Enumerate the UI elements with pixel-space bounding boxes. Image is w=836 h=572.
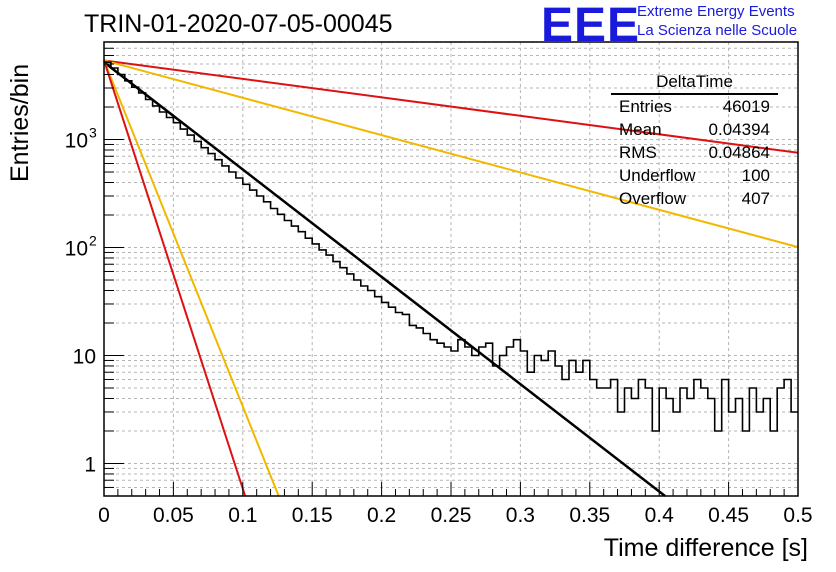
stats-value: 100	[741, 166, 770, 185]
x-tick-label: 0.05	[153, 504, 194, 527]
stats-label: Mean	[619, 120, 662, 139]
stats-box-title: DeltaTime	[611, 71, 778, 95]
eee-logo: EEE	[541, 0, 641, 52]
stats-label: RMS	[619, 143, 657, 162]
fit-line	[103, 59, 799, 249]
stats-label: Entries	[619, 97, 672, 116]
fit-line	[103, 60, 280, 497]
x-tick-label: 0.5	[783, 504, 812, 527]
stats-value: 407	[741, 189, 770, 208]
y-tick-exponent: 3	[89, 125, 97, 141]
x-tick-labels: 0 0.05 0.1 0.15 0.2 0.25 0.3 0.35 0.4 0.45 0.5	[98, 504, 812, 527]
y-tick-label: 10	[65, 238, 88, 261]
y-tick-label: 10	[73, 346, 96, 369]
x-tick-label: 0.2	[367, 504, 396, 527]
x-tick-label: 0	[98, 504, 110, 527]
stats-row: Overflow 407	[611, 187, 778, 210]
chart-title: TRIN-01-2020-07-05-00045	[84, 10, 393, 38]
x-tick-label: 0.35	[569, 504, 610, 527]
fit-line	[103, 60, 247, 497]
grid-lines	[104, 41, 798, 497]
y-tick-label: 10	[65, 130, 88, 153]
stats-label: Underflow	[619, 166, 696, 185]
stats-box: DeltaTime Entries 46019 Mean 0.04394 RMS 0.…	[611, 71, 778, 210]
fit-curves	[103, 59, 799, 497]
y-tick-exponent: 2	[89, 233, 97, 249]
y-tick-label: 1	[84, 453, 96, 476]
x-tick-label: 0.25	[431, 504, 472, 527]
histogram	[104, 61, 798, 432]
brand-line-1: Extreme Energy Events	[637, 3, 795, 20]
x-tick-label: 0.45	[708, 504, 749, 527]
x-tick-label: 0.3	[506, 504, 535, 527]
stats-row: RMS 0.04864	[611, 141, 778, 164]
histogram-steps	[104, 61, 798, 432]
stats-row: Mean 0.04394	[611, 118, 778, 141]
stats-value: 0.04864	[708, 143, 770, 162]
stats-value: 46019	[722, 97, 770, 116]
x-tick-label: 0.4	[645, 504, 675, 527]
brand-line-2: La Scienza nelle Scuole	[637, 22, 798, 39]
stats-label: Overflow	[619, 189, 687, 208]
fit-line	[103, 59, 799, 154]
stats-row: Underflow 100	[611, 164, 778, 187]
y-axis-label: Entries/bin	[6, 63, 34, 182]
fit-line	[103, 61, 666, 497]
stats-value: 0.04394	[708, 120, 770, 139]
x-axis-label: Time difference [s]	[603, 534, 808, 562]
stats-row: Entries 46019	[611, 95, 778, 118]
x-tick-label: 0.15	[292, 504, 333, 527]
axis-ticks	[103, 41, 799, 497]
x-tick-label: 0.1	[228, 504, 257, 527]
